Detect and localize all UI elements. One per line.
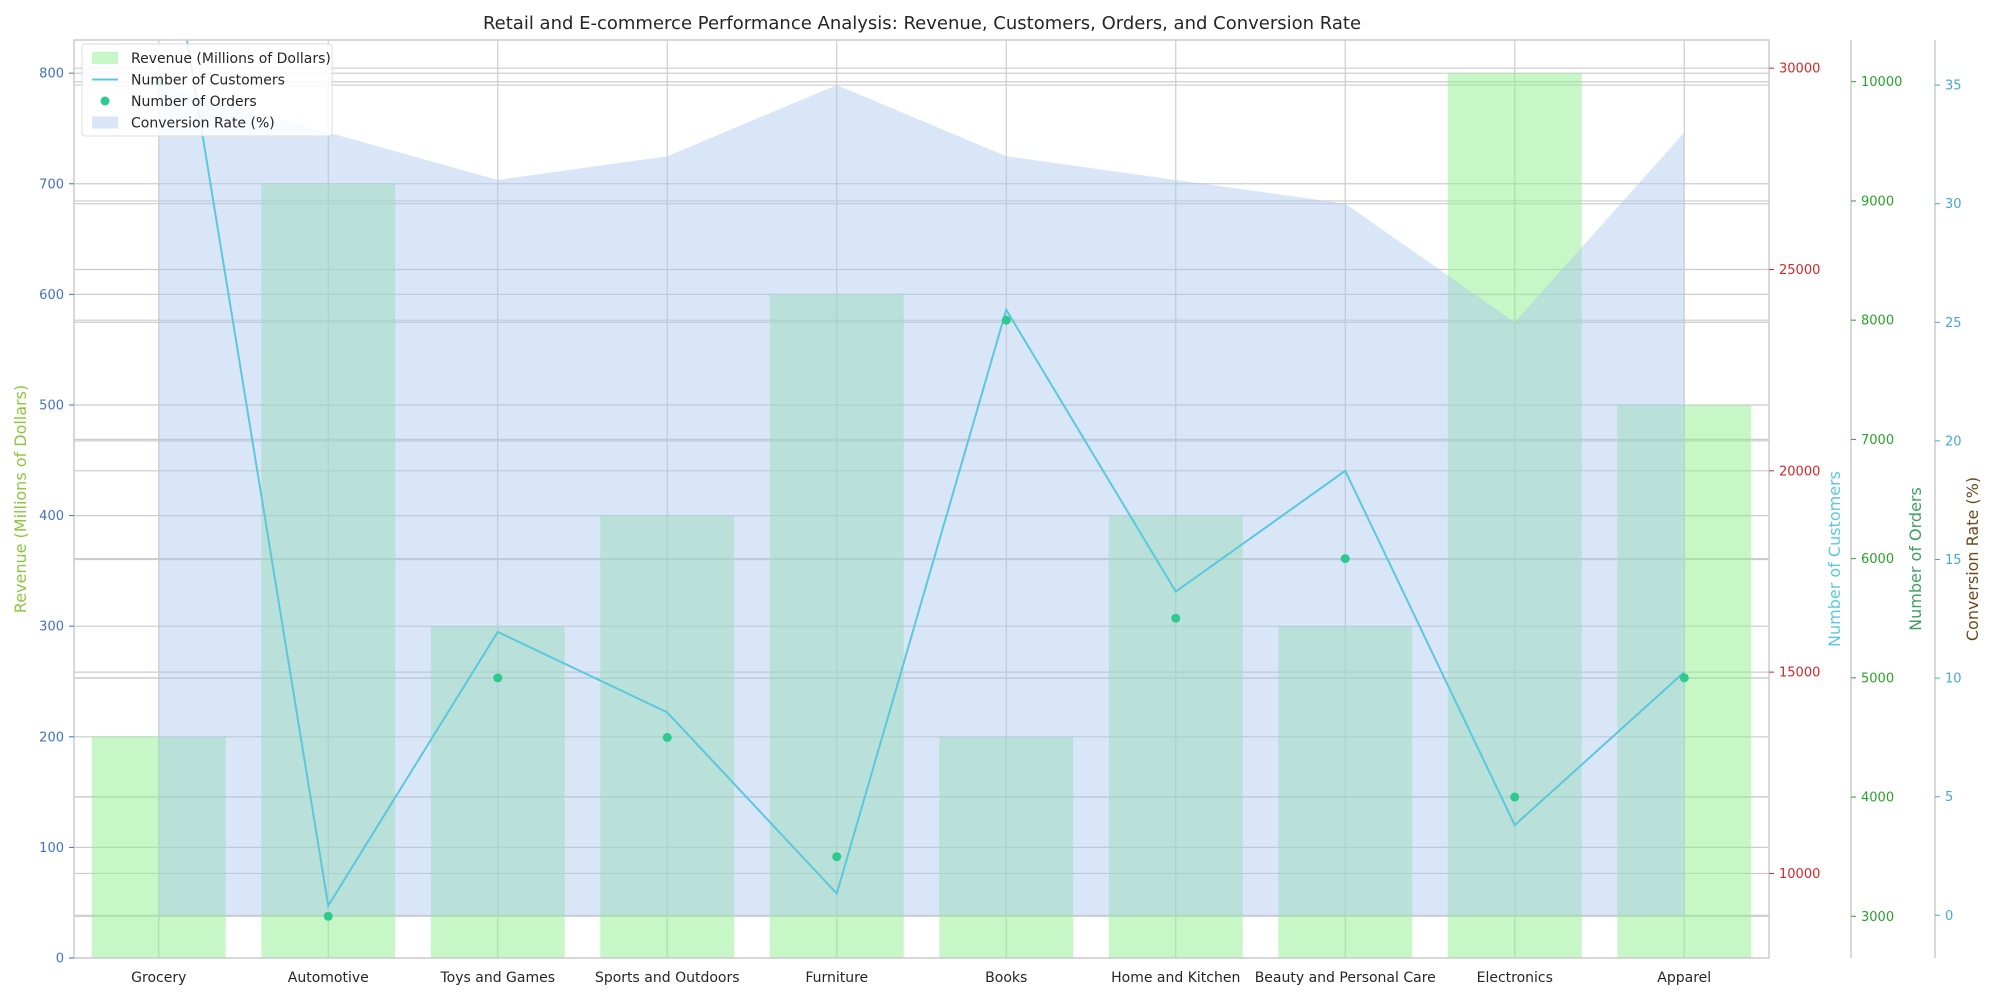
revenue-bar: [1447, 73, 1582, 958]
conversion-tick-label: 35: [1945, 79, 1962, 94]
conversion-tick-label: 15: [1945, 553, 1962, 568]
customers-axis-title: Number of Customers: [1825, 471, 1844, 647]
orders-point: [323, 911, 333, 921]
chart-title: Retail and E-commerce Performance Analys…: [483, 13, 1361, 34]
orders-tick-label: 5000: [1861, 671, 1894, 686]
orders-tick-label: 10000: [1861, 75, 1902, 90]
x-tick-label: Sports and Outdoors: [595, 970, 740, 986]
orders-tick-label: 4000: [1861, 791, 1894, 806]
legend-box: [81, 43, 333, 137]
orders-tick-label: 8000: [1861, 314, 1894, 329]
orders-tick-label: 9000: [1861, 194, 1894, 209]
revenue-tick-label: 800: [39, 67, 64, 82]
orders-point: [1510, 792, 1520, 802]
revenue-bar: [261, 183, 396, 958]
orders-point: [1679, 673, 1689, 683]
legend-swatch-revenue: [92, 52, 118, 64]
x-tick-label: Furniture: [805, 970, 868, 986]
customers-tick-label: 20000: [1779, 464, 1820, 479]
customers-tick-label: 15000: [1779, 666, 1820, 681]
legend-label: Conversion Rate (%): [131, 116, 275, 132]
legend-label: Number of Customers: [131, 73, 285, 89]
revenue-bar: [769, 294, 904, 958]
legend-label: Number of Orders: [131, 94, 257, 110]
conversion-tick-label: 5: [1945, 790, 1953, 805]
revenue-bar: [1278, 626, 1413, 958]
orders-tick-label: 7000: [1861, 433, 1894, 448]
conversion-tick-label: 0: [1945, 909, 1953, 924]
orders-point: [832, 852, 842, 862]
x-tick-label: Beauty and Personal Care: [1255, 970, 1436, 986]
orders-point: [1001, 315, 1011, 325]
x-tick-label: Electronics: [1477, 970, 1553, 986]
conversion-tick-label: 30: [1945, 197, 1962, 212]
legend-swatch-orders: [100, 96, 110, 106]
revenue-tick-label: 200: [39, 730, 64, 745]
orders-point: [1171, 613, 1181, 623]
revenue-tick-label: 100: [39, 841, 64, 856]
orders-tick-label: 3000: [1861, 910, 1894, 925]
x-tick-label: Home and Kitchen: [1111, 970, 1240, 986]
revenue-tick-label: 0: [56, 952, 64, 967]
plot-frame: [73, 39, 1770, 959]
orders-point: [662, 732, 672, 742]
x-tick-label: Apparel: [1657, 970, 1711, 986]
revenue-axis-title: Revenue (Millions of Dollars): [11, 385, 30, 613]
revenue-tick-label: 700: [39, 177, 64, 192]
data-layer: [91, 40, 1752, 958]
conversion-tick-label: 20: [1945, 434, 1962, 449]
conversion-area: [158, 85, 1685, 916]
customers-tick-label: 25000: [1779, 263, 1820, 278]
revenue-bar: [939, 736, 1074, 958]
x-tick-label: Automotive: [288, 970, 369, 986]
customers-tick-label: 30000: [1779, 62, 1820, 77]
conversion-tick-label: 10: [1945, 672, 1962, 687]
revenue-tick-label: 400: [39, 509, 64, 524]
conversion-tick-label: 25: [1945, 316, 1962, 331]
legend-swatch-conversion: [92, 116, 118, 129]
orders-axis-title: Number of Orders: [1906, 487, 1925, 631]
customers-tick-label: 10000: [1779, 867, 1820, 882]
legend-label: Revenue (Millions of Dollars): [131, 51, 331, 67]
x-tick-label: Grocery: [131, 970, 186, 986]
orders-tick-label: 6000: [1861, 552, 1894, 567]
conversion-axis-title: Conversion Rate (%): [1963, 477, 1982, 641]
revenue-tick-label: 500: [39, 398, 64, 413]
x-tick-label: Books: [985, 970, 1027, 986]
legend: Revenue (Millions of Dollars) Number of C…: [81, 43, 333, 137]
revenue-tick-label: 300: [39, 620, 64, 635]
revenue-tick-label: 600: [39, 288, 64, 303]
orders-point: [1340, 554, 1350, 564]
x-tick-label: Toys and Games: [439, 970, 555, 986]
revenue-bar: [1108, 515, 1243, 958]
customers-line: [185, 40, 1685, 909]
orders-point: [493, 673, 503, 683]
revenue-bar: [91, 736, 226, 958]
